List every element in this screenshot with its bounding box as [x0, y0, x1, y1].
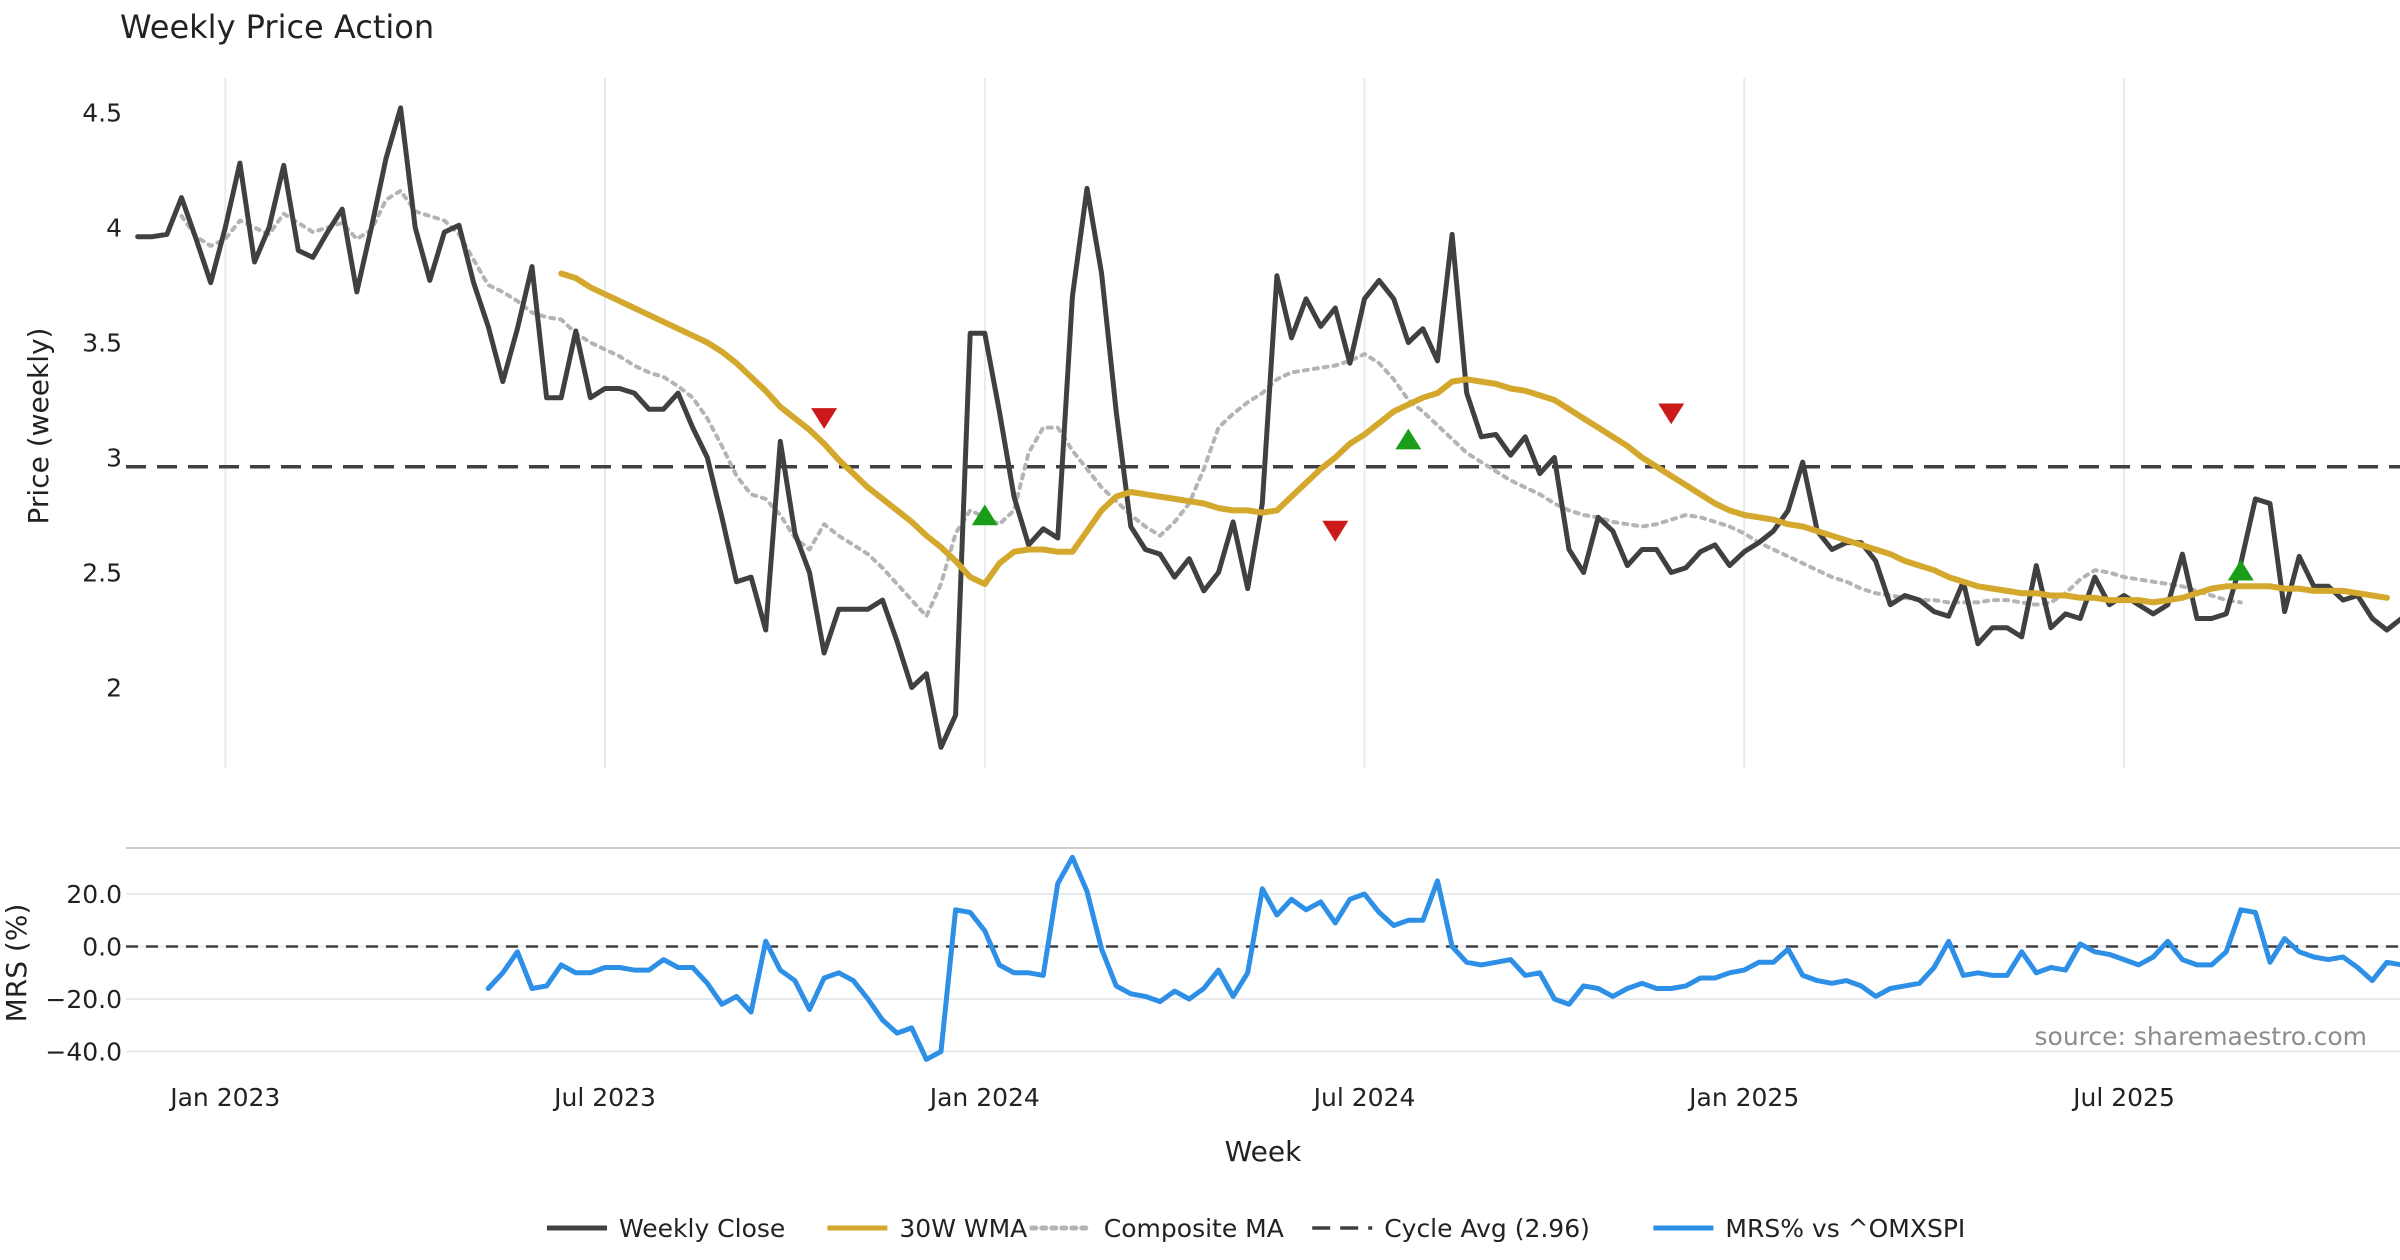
- legend-label-cycle-avg-2-96: Cycle Avg (2.96): [1384, 1214, 1590, 1243]
- legend-label-composite-ma: Composite MA: [1104, 1214, 1284, 1243]
- price-y-tick: 3: [106, 444, 122, 473]
- sell-signal-marker: [1658, 403, 1685, 425]
- x-tick-jul-2025: Jul 2025: [2071, 1083, 2175, 1112]
- price-y-tick-labels: 2 2.5 3 3.5 4 4.5: [82, 99, 122, 703]
- signal-markers: [811, 403, 2254, 581]
- mrs-y-tick: 20.0: [66, 880, 122, 909]
- series-30w-wma-line: [558, 270, 2390, 606]
- price-y-tick: 2.5: [82, 559, 122, 588]
- mrs-y-axis-label: MRS (%): [0, 904, 33, 1023]
- legend-label-30w-wma: 30W WMA: [899, 1214, 1027, 1243]
- x-tick-jul-2023: Jul 2023: [552, 1083, 656, 1112]
- sell-signal-marker: [1322, 520, 1349, 542]
- mrs-y-tick: −20.0: [45, 985, 122, 1014]
- legend-label-mrs-vs-omxspi: MRS% vs ^OMXSPI: [1725, 1214, 1965, 1243]
- source-annotation: source: sharemaestro.com: [2035, 1022, 2368, 1051]
- mrs-y-tick: −40.0: [45, 1038, 122, 1067]
- buy-signal-marker: [1395, 428, 1422, 450]
- sell-signal-marker: [811, 408, 838, 429]
- price-y-tick: 3.5: [82, 329, 122, 358]
- x-tick-jan-2025: Jan 2025: [1687, 1083, 1799, 1112]
- x-tick-jul-2024: Jul 2024: [1312, 1083, 1416, 1112]
- price-panel-grid: [224, 78, 2125, 768]
- x-tick-jan-2024: Jan 2024: [928, 1083, 1040, 1112]
- chart-legend: Weekly Close 30W WMA Composite MA Cycle Avg…: [547, 1214, 1965, 1243]
- price-series-group: [135, 105, 2400, 750]
- series-mrs-vs-omxspi-line: [485, 854, 2400, 1062]
- price-y-tick: 4.5: [82, 99, 122, 128]
- chart-title: Weekly Price Action: [120, 8, 434, 46]
- series-weekly-close-line: [135, 105, 2400, 750]
- price-y-axis-label: Price (weekly): [22, 328, 55, 525]
- x-axis-label: Week: [1225, 1135, 1302, 1168]
- price-y-tick: 2: [106, 674, 122, 703]
- mrs-series-group: [485, 854, 2400, 1062]
- x-tick-jan-2023: Jan 2023: [168, 1083, 280, 1112]
- buy-signal-marker: [971, 504, 998, 526]
- price-y-tick: 4: [106, 214, 122, 243]
- buy-signal-marker: [2227, 559, 2254, 581]
- mrs-y-tick-labels: 20.0 0.0 −20.0 −40.0: [45, 880, 122, 1067]
- x-tick-labels: Jan 2023 Jul 2023 Jan 2024 Jul 2024 Jan 2025…: [168, 1083, 2175, 1112]
- legend-label-weekly-close: Weekly Close: [619, 1214, 785, 1243]
- mrs-y-tick: 0.0: [82, 933, 122, 962]
